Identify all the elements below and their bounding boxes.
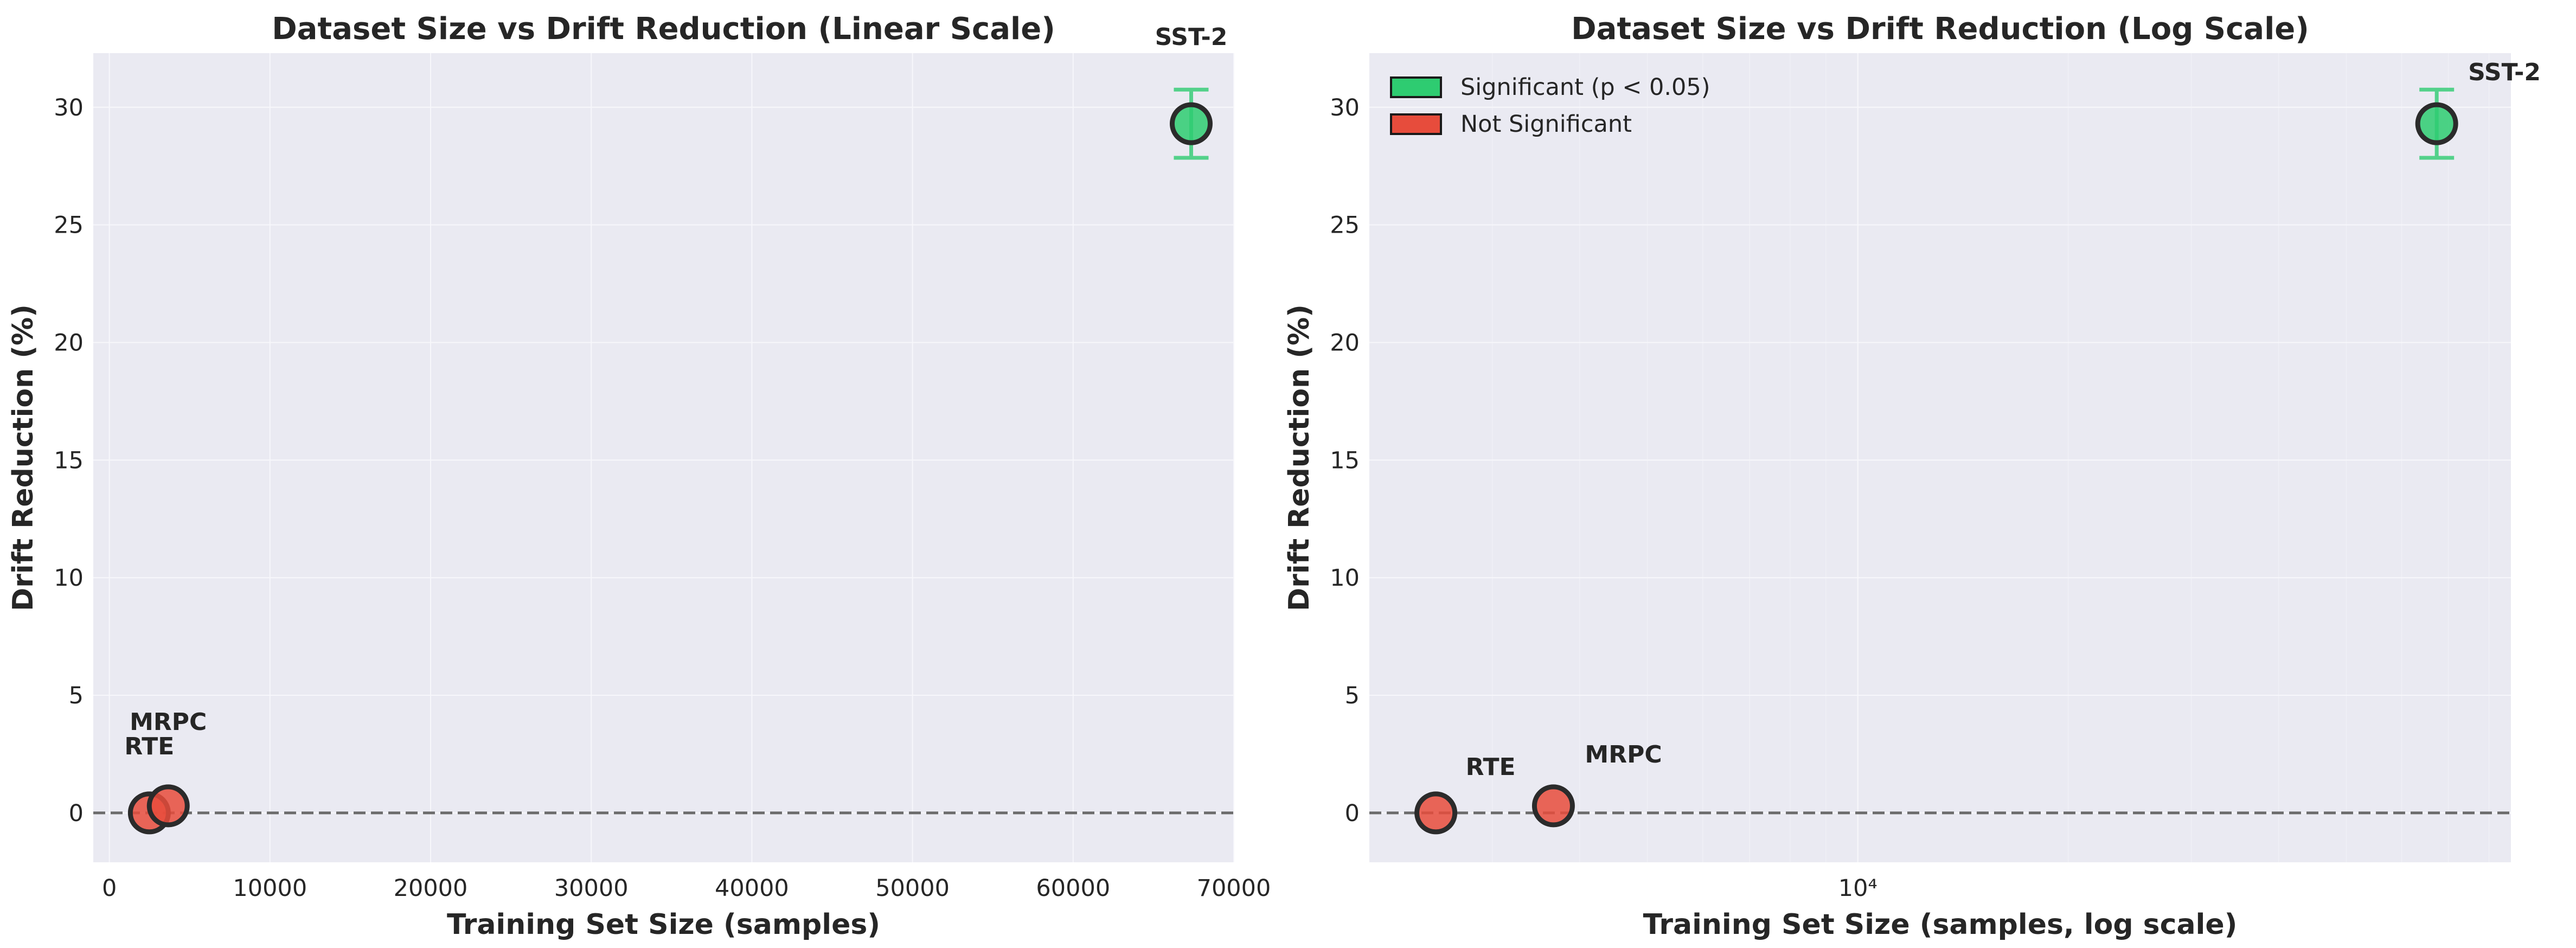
y-tick-label: 5 [1345, 682, 1360, 709]
plot-area [93, 53, 1234, 862]
y-axis-label: Drift Reduction (%) [1283, 304, 1316, 611]
data-point-mrpc [146, 784, 190, 828]
y-tick-label: 5 [69, 682, 84, 709]
data-point-rte [1414, 791, 1458, 835]
point-label-sst-2: SST-2 [1155, 23, 1228, 51]
legend-swatch-significant [1390, 76, 1442, 98]
y-tick-label: 10 [1330, 565, 1360, 592]
y-tick-label: 0 [1345, 800, 1360, 827]
y-tick-label: 15 [1330, 447, 1360, 474]
y-axis-label: Drift Reduction (%) [7, 304, 40, 611]
x-axis-label: Training Set Size (samples, log scale) [1643, 908, 2238, 941]
y-tick-label: 20 [54, 329, 84, 356]
data-points [1414, 102, 2458, 835]
x-tick-label: 10000 [233, 875, 307, 902]
chart-title: Dataset Size vs Drift Reduction (Log Sca… [1571, 11, 2309, 47]
legend-label-significant: Significant (p < 0.05) [1460, 74, 1710, 101]
y-tick-label: 25 [54, 212, 84, 239]
point-label-mrpc: MRPC [130, 708, 207, 736]
point-label-sst-2: SST-2 [2468, 59, 2541, 86]
data-point-sst-2 [2415, 102, 2458, 145]
legend-swatch-not-significant [1390, 113, 1442, 135]
data-points [127, 102, 1213, 835]
x-tick-label: 20000 [394, 875, 468, 902]
x-tick-label: 60000 [1036, 875, 1110, 902]
legend-label-not-significant: Not Significant [1460, 111, 1632, 138]
x-tick-label: 0 [102, 875, 117, 902]
y-tick-label: 25 [1330, 212, 1360, 239]
y-tick-labels: 0 5 10 15 20 25 30 [54, 94, 84, 827]
y-tick-label: 20 [1330, 329, 1360, 356]
x-tick-labels: 0 10000 20000 30000 40000 50000 60000 70000 [102, 875, 1271, 902]
x-tick-label: 50000 [875, 875, 950, 902]
y-tick-label: 0 [69, 800, 84, 827]
point-label-rte: RTE [1466, 753, 1516, 781]
x-tick-labels: 10⁴ [1838, 875, 1877, 902]
legend: Significant (p < 0.05) Not Significant [1390, 74, 1710, 138]
log-scale-chart: RTE MRPC SST-2 10⁴ 0 5 10 15 20 25 30 Dataset Si… [1283, 11, 2541, 941]
point-label-mrpc: MRPC [1585, 741, 1662, 768]
x-axis-label: Training Set Size (samples) [447, 908, 880, 941]
y-tick-label: 15 [54, 447, 84, 474]
x-tick-label: 30000 [554, 875, 629, 902]
gridlines [93, 53, 1234, 862]
point-labels: RTE MRPC SST-2 [1466, 59, 2541, 781]
point-label-rte: RTE [124, 733, 174, 760]
y-tick-labels: 0 5 10 15 20 25 30 [1330, 94, 1360, 827]
x-tick-label: 10⁴ [1838, 875, 1877, 902]
y-tick-label: 30 [54, 94, 84, 121]
plot-area [1369, 53, 2511, 862]
data-point-sst-2 [1169, 102, 1213, 145]
data-point-mrpc [1531, 784, 1575, 828]
chart-title: Dataset Size vs Drift Reduction (Linear … [272, 11, 1055, 47]
x-tick-label: 70000 [1197, 875, 1271, 902]
x-tick-label: 40000 [715, 875, 789, 902]
y-tick-label: 30 [1330, 94, 1360, 121]
y-tick-label: 10 [54, 565, 84, 592]
